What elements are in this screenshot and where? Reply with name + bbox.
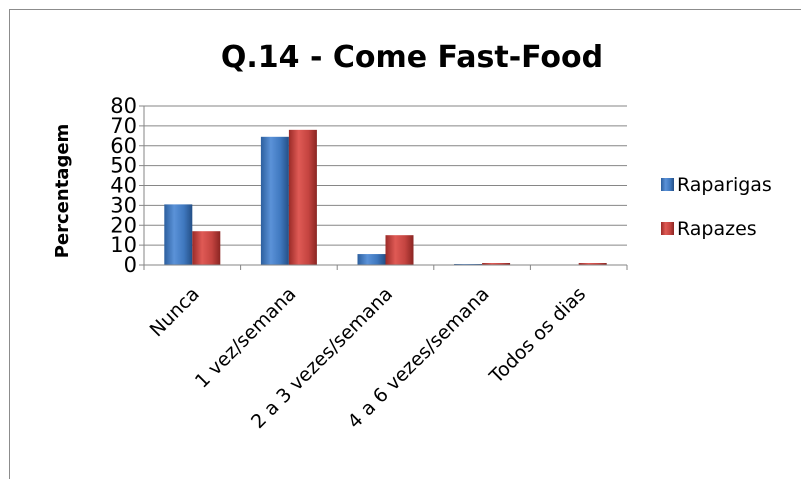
legend: Raparigas Rapazes <box>661 174 772 240</box>
y-axis-label: Percentagem <box>52 124 73 259</box>
y-tick-label: 10 <box>110 233 137 257</box>
bar-rapazes-5 <box>578 263 607 265</box>
bar-rapazes-1 <box>192 231 221 265</box>
axes <box>143 106 628 270</box>
y-tick-label: 70 <box>110 114 137 138</box>
bar-raparigas-2 <box>260 136 289 265</box>
y-tick-label: 40 <box>110 174 137 198</box>
bars <box>164 129 607 266</box>
y-tick-label: 30 <box>110 193 137 217</box>
legend-label-raparigas: Raparigas <box>677 174 772 196</box>
bar-raparigas-3 <box>357 254 386 265</box>
y-tick-label: 60 <box>110 134 137 158</box>
x-tick-label: Nunca <box>146 283 204 341</box>
y-tick-label: 50 <box>110 154 137 178</box>
chart-title: Q.14 - Come Fast-Food <box>221 40 603 75</box>
y-tick-label: 0 <box>124 253 137 277</box>
y-tick-label: 80 <box>110 94 137 118</box>
bar-rapazes-2 <box>288 129 317 265</box>
y-tick-label: 20 <box>110 213 137 237</box>
bar-rapazes-4 <box>482 263 511 265</box>
x-tick-label: Todos os dias <box>485 283 590 388</box>
legend-label-rapazes: Rapazes <box>677 218 757 240</box>
bar-raparigas-1 <box>164 204 193 265</box>
x-tick-label: 1 vez/semana <box>191 283 301 393</box>
legend-swatch-rapazes <box>661 222 674 235</box>
bar-rapazes-3 <box>385 235 414 265</box>
legend-swatch-raparigas <box>661 178 674 191</box>
